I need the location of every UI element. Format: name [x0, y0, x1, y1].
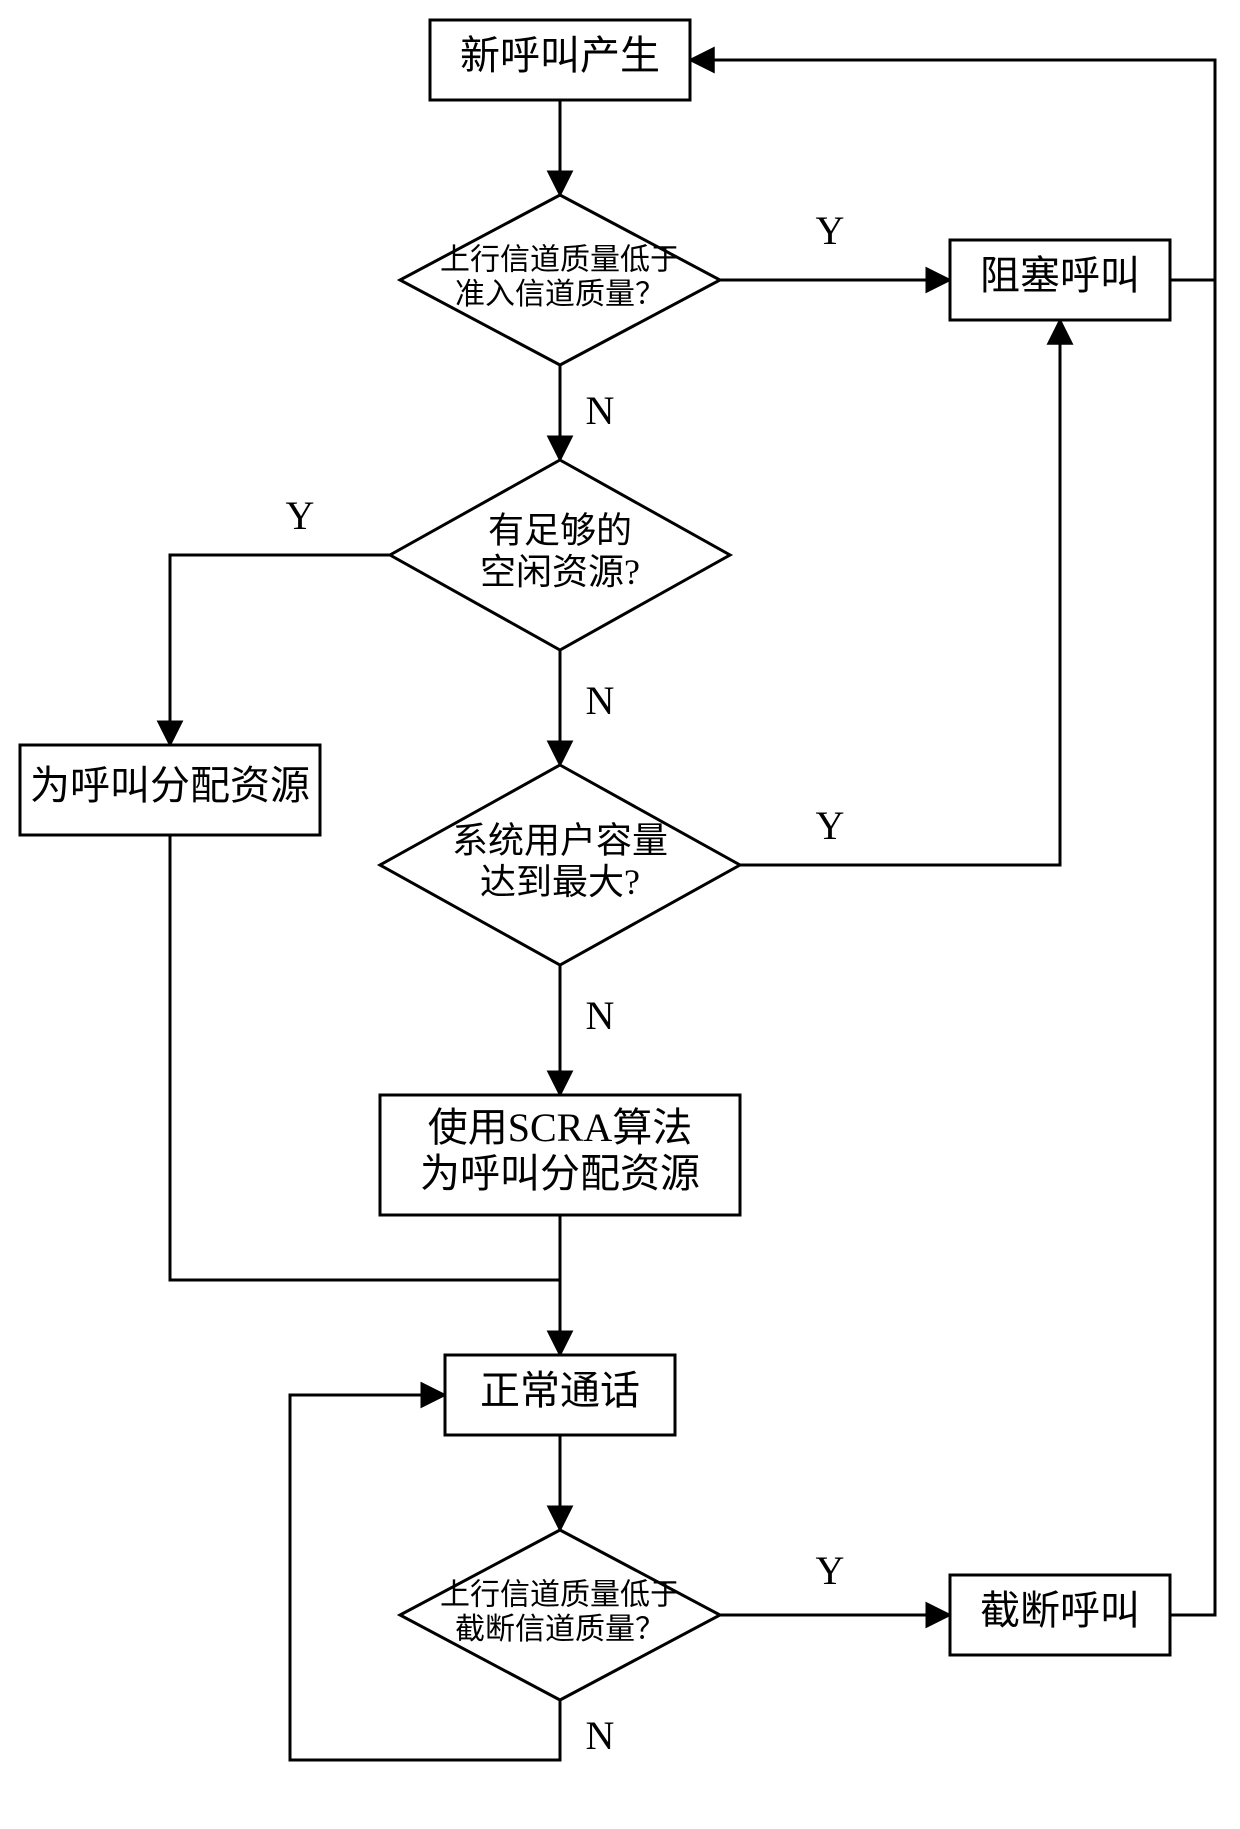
edge-label-5: Y: [816, 803, 845, 848]
edge-5: [740, 320, 1060, 865]
node-n3-text: 为呼叫分配资源: [30, 763, 310, 808]
flowchart-svg: 新呼叫产生上行信道质量低于准入信道质量？ 阻塞呼叫有足够的空闲资源? 为呼叫分配资源…: [0, 0, 1240, 1829]
node-n4: 使用SCRA算法为呼叫分配资源: [380, 1095, 740, 1215]
node-n4-text: 使用SCRA算法: [428, 1105, 693, 1150]
edge-13: [1170, 280, 1215, 1615]
edge-label-1: Y: [816, 208, 845, 253]
node-n1-text: 新呼叫产生: [460, 33, 660, 78]
node-d2: 有足够的空闲资源?: [390, 460, 730, 650]
edge-3: [170, 555, 390, 745]
node-n6-text: 截断呼叫: [980, 1588, 1140, 1633]
node-n1: 新呼叫产生: [430, 20, 690, 100]
edge-label-6: N: [586, 993, 615, 1038]
node-d2-text: 空闲资源?: [480, 552, 640, 592]
node-d4: 上行信道质量低于截断信道质量？: [400, 1530, 720, 1700]
node-n6: 截断呼叫: [950, 1575, 1170, 1655]
node-n2: 阻塞呼叫: [950, 240, 1170, 320]
node-d3-text: 达到最大?: [480, 862, 640, 902]
node-n3: 为呼叫分配资源: [20, 745, 320, 835]
node-d1-text: 准入信道质量？: [455, 278, 665, 311]
node-d4-text: 上行信道质量低于: [440, 1579, 680, 1612]
node-d1: 上行信道质量低于准入信道质量？: [400, 195, 720, 365]
edge-label-10: Y: [816, 1548, 845, 1593]
node-n2-text: 阻塞呼叫: [980, 253, 1140, 298]
node-d2-text: 有足够的: [488, 511, 632, 551]
edge-label-4: N: [586, 678, 615, 723]
node-d1-text: 上行信道质量低于: [440, 244, 680, 277]
node-n5: 正常通话: [445, 1355, 675, 1435]
node-n4-text: 为呼叫分配资源: [420, 1151, 700, 1196]
edge-label-2: N: [586, 388, 615, 433]
node-d3-text: 系统用户容量: [452, 821, 668, 861]
node-d3: 系统用户容量达到最大?: [380, 765, 740, 965]
edge-label-11: N: [586, 1713, 615, 1758]
node-n5-text: 正常通话: [480, 1368, 640, 1413]
edge-label-3: Y: [286, 493, 315, 538]
node-d4-text: 截断信道质量？: [455, 1613, 665, 1646]
